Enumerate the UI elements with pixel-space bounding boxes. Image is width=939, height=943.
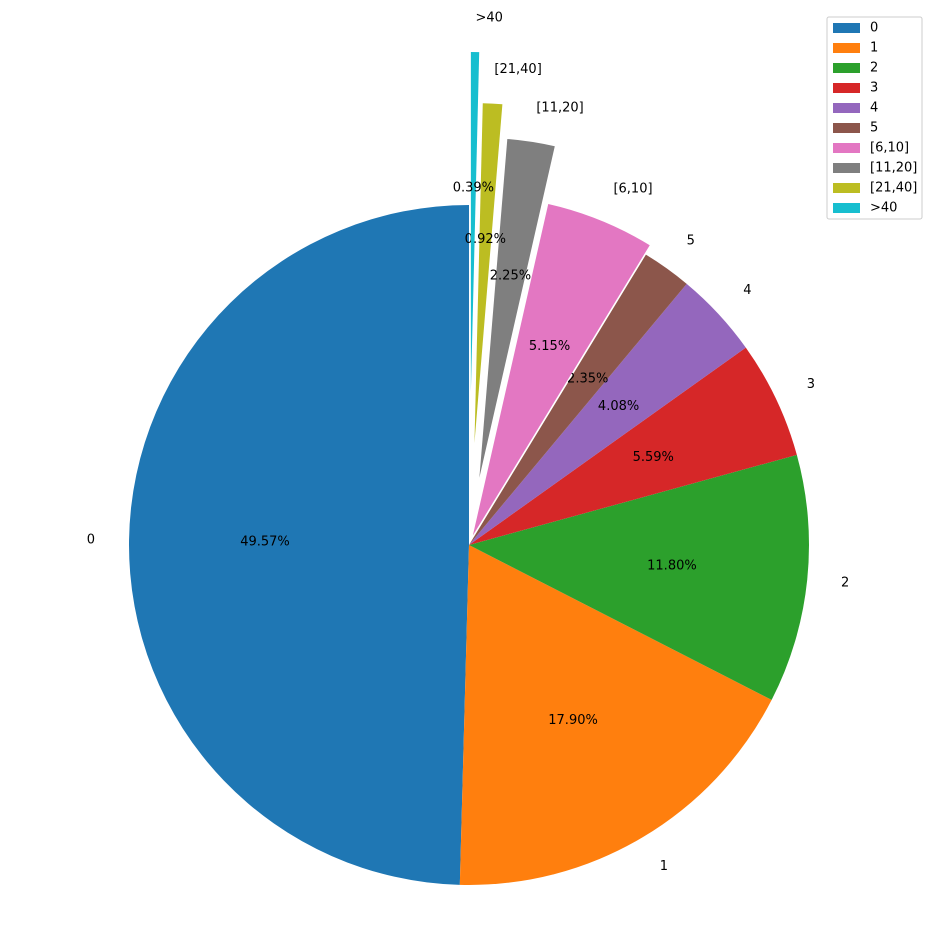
legend: 0 1 2 3 4 5 [6,10] [11,20] [21,40] >40 <box>826 16 923 220</box>
legend-label: [11,20] <box>870 161 917 176</box>
legend-label: 3 <box>870 81 878 96</box>
pie-slice <box>469 283 746 545</box>
slice-label: [6,10] <box>613 181 652 196</box>
legend-label: [6,10] <box>870 141 909 156</box>
value-label: 11.80% <box>647 558 697 573</box>
pie-slice <box>472 204 650 536</box>
legend-swatch <box>833 143 860 153</box>
legend-swatch <box>833 43 860 53</box>
legend-swatch <box>833 103 860 113</box>
value-label: 5.59% <box>633 450 674 465</box>
slice-label: [21,40] <box>494 62 541 77</box>
slice-label: 2 <box>841 576 849 591</box>
legend-swatch <box>833 183 860 193</box>
slice-label: [11,20] <box>536 101 583 116</box>
value-label: 5.15% <box>529 339 570 354</box>
legend-swatch <box>833 203 860 213</box>
slice-label: 3 <box>807 377 815 392</box>
pie-slice <box>459 545 772 885</box>
legend-label: [21,40] <box>870 181 917 196</box>
legend-label: 2 <box>870 61 878 76</box>
legend-swatch <box>833 63 860 73</box>
slice-label: 5 <box>687 233 695 248</box>
legend-label: 0 <box>870 21 878 36</box>
legend-swatch <box>833 83 860 93</box>
legend-label: >40 <box>870 201 897 216</box>
value-label: 17.90% <box>548 713 598 728</box>
slice-label: 1 <box>660 859 668 874</box>
legend-swatch <box>833 23 860 33</box>
slice-label: 0 <box>87 532 95 547</box>
slice-label: 4 <box>743 283 751 298</box>
value-label: 0.39% <box>453 181 494 196</box>
value-label: 0.92% <box>465 232 506 247</box>
pie-slice <box>474 103 503 444</box>
pie-slice <box>469 254 687 545</box>
pie-slice <box>469 347 797 545</box>
pie-slice <box>479 138 555 478</box>
pie-slice <box>470 52 480 393</box>
pie-slice <box>128 205 469 885</box>
legend-swatch <box>833 123 860 133</box>
pie-slice <box>469 454 809 700</box>
legend-label: 4 <box>870 101 878 116</box>
legend-label: 5 <box>870 121 878 136</box>
value-label: 4.08% <box>598 399 639 414</box>
value-label: 2.25% <box>490 269 531 284</box>
value-label: 2.35% <box>567 372 608 387</box>
legend-swatch <box>833 163 860 173</box>
legend-label: 1 <box>870 41 878 56</box>
slice-label: >40 <box>475 11 502 26</box>
value-label: 49.57% <box>240 535 290 550</box>
